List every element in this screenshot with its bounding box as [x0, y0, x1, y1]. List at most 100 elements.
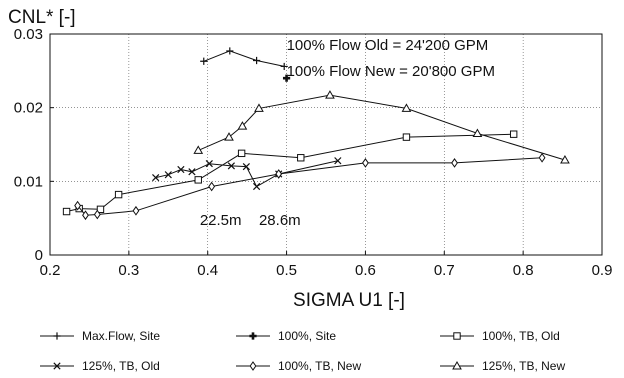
square-marker: [453, 332, 461, 340]
filled-plus-marker: [249, 332, 257, 340]
data-point: [193, 145, 204, 154]
square-marker: [402, 133, 411, 141]
x-tick-label: 0.8: [513, 262, 534, 279]
triangle-marker: [193, 145, 204, 154]
data-point: [205, 160, 213, 168]
series-line: [203, 50, 285, 67]
triangle-marker: [560, 154, 570, 164]
x-marker: [152, 174, 160, 182]
diamond-marker: [132, 205, 140, 216]
x-marker: [53, 362, 61, 370]
legend-item: 100%, TB, New: [236, 359, 361, 373]
legend-item: 125%, TB, New: [440, 359, 565, 373]
data-point: [194, 176, 202, 184]
data-point: [82, 210, 89, 221]
data-point: [224, 132, 234, 141]
triangle-marker: [401, 103, 412, 112]
square-marker: [62, 207, 71, 216]
x-marker: [334, 157, 342, 165]
legend-marker: [53, 362, 61, 370]
legend-label: Max.Flow, Site: [82, 329, 160, 343]
legend-item: 100%, Site: [236, 329, 336, 343]
y-tick-label: 0: [35, 247, 43, 264]
legend-label: 125%, TB, New: [482, 359, 565, 373]
triangle-marker: [472, 128, 483, 137]
data-point: [402, 133, 411, 141]
x-tick-label: 0.3: [118, 262, 139, 279]
series-line: [77, 157, 543, 216]
legend-label: 100%, Site: [278, 329, 336, 343]
legend-marker: [452, 360, 462, 370]
diamond-marker: [249, 361, 257, 371]
x-tick-label: 0.6: [355, 262, 376, 279]
x-marker: [164, 171, 172, 179]
data-point: [325, 90, 335, 99]
data-point: [242, 162, 250, 171]
legend-item: 125%, TB, Old: [40, 359, 160, 373]
legend-marker: [249, 332, 257, 340]
data-point: [282, 74, 291, 82]
legend-item: 100%, TB, Old: [440, 329, 560, 343]
triangle-marker: [325, 90, 335, 99]
triangle-marker: [237, 121, 248, 130]
data-point: [280, 62, 288, 71]
legend-item: Max.Flow, Site: [40, 329, 160, 343]
data-point: [297, 154, 305, 162]
legend-marker: [53, 332, 61, 340]
data-point: [362, 158, 369, 168]
annotations: 100% Flow Old = 24'200 GPM 100% Flow New …: [200, 37, 495, 229]
series-100-site: [282, 74, 291, 82]
tick-labels: 0.2 0.3 0.4 0.5 0.6 0.7 0.8 0.9 0 0.01 0.02 0.03: [14, 26, 613, 279]
legend-label: 125%, TB, Old: [82, 359, 160, 373]
series-100-tb-new: [74, 152, 546, 221]
data-point: [62, 207, 71, 216]
diamond-marker: [208, 181, 216, 192]
diamond-marker: [538, 152, 546, 163]
triangle-marker: [452, 360, 462, 370]
square-marker: [96, 205, 105, 214]
x-tick-label: 0.4: [197, 262, 218, 279]
data-point: [96, 205, 105, 214]
x-tick-label: 0.9: [592, 262, 613, 279]
square-marker: [509, 130, 518, 138]
diamond-marker: [93, 209, 101, 220]
series-line: [198, 94, 566, 161]
diamond-marker: [362, 158, 369, 168]
data-point: [538, 152, 546, 163]
plot-frame: [49, 33, 603, 256]
data-point: [401, 103, 412, 112]
data-point: [188, 168, 196, 176]
data-point: [254, 103, 264, 112]
x-marker: [227, 162, 235, 170]
data-point: [164, 171, 172, 179]
data-point: [93, 209, 101, 220]
annotation-text: 100% Flow New = 20'800 GPM: [287, 63, 495, 80]
x-marker: [177, 165, 185, 174]
data-point: [334, 157, 342, 165]
data-point: [472, 128, 483, 137]
y-tick-label: 0.02: [14, 100, 43, 117]
data-point: [177, 165, 185, 174]
square-marker: [237, 149, 246, 158]
square-marker: [194, 176, 202, 184]
data-point: [237, 149, 246, 158]
diamond-marker: [451, 158, 458, 168]
data-point: [208, 181, 216, 192]
x-marker: [242, 162, 250, 171]
data-point: [560, 154, 570, 164]
x-tick-label: 0.2: [40, 262, 61, 279]
data-point: [200, 57, 208, 65]
data-point: [509, 130, 518, 138]
diamond-marker: [275, 169, 283, 179]
plus-marker: [200, 57, 208, 65]
triangle-marker: [224, 132, 234, 141]
data-point: [114, 190, 123, 199]
square-marker: [114, 190, 123, 199]
data-point: [132, 205, 140, 216]
data-point: [275, 169, 283, 179]
triangle-marker: [254, 103, 264, 112]
square-marker: [297, 154, 305, 162]
data-point: [237, 121, 248, 130]
annotation-text: 22.5m: [200, 212, 242, 229]
